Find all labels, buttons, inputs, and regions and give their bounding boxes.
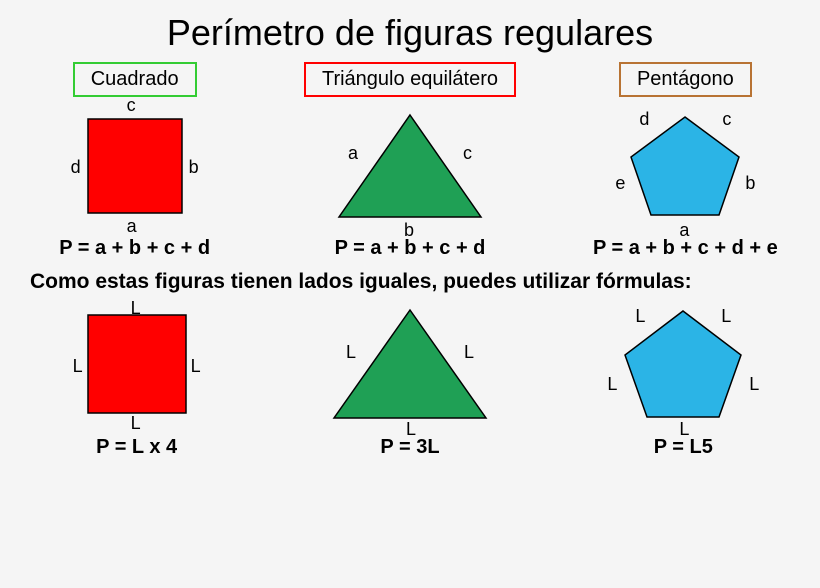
- col-pentagon: Pentágono d c b a e P = a + b + c + d + …: [585, 62, 785, 260]
- page-title: Perímetro de figuras regulares: [0, 0, 820, 62]
- label-triangulo: Triángulo equilátero: [304, 62, 516, 97]
- side-L-bottom: L: [406, 419, 416, 440]
- triangle-L-wrap: L L L: [310, 294, 510, 434]
- row-abc: Cuadrado c b a d P = a + b + c + d Trián…: [0, 62, 820, 260]
- side-d: d: [639, 109, 649, 130]
- side-L-top: L: [131, 298, 141, 319]
- col-triangle: Triángulo equilátero a c b P = a + b + c…: [304, 62, 516, 260]
- square-icon: [87, 314, 187, 414]
- side-a: a: [127, 216, 137, 237]
- triangle-icon: [330, 306, 490, 422]
- side-d: d: [71, 157, 81, 178]
- side-L-l: L: [607, 374, 617, 395]
- label-pentagono: Pentágono: [619, 62, 752, 97]
- col-pentagon-L: L L L L L P = L5: [583, 294, 783, 459]
- side-a: a: [348, 143, 358, 164]
- col-square-L: L L L L P = L x 4: [37, 294, 237, 459]
- side-L-left: L: [346, 342, 356, 363]
- side-L-right: L: [191, 356, 201, 377]
- col-triangle-L: L L L P = 3L: [310, 294, 510, 459]
- label-cuadrado: Cuadrado: [73, 62, 197, 97]
- triangle-shape-wrap: a c b: [310, 101, 510, 231]
- side-L-left: L: [73, 356, 83, 377]
- square-L-wrap: L L L L: [37, 294, 237, 434]
- explain-text: Como estas figuras tienen lados iguales,…: [0, 260, 820, 294]
- side-c: c: [722, 109, 731, 130]
- side-L-tr: L: [721, 306, 731, 327]
- side-b: b: [189, 157, 199, 178]
- formula-square-L: P = L x 4: [96, 436, 177, 459]
- square-shape-wrap: c b a d: [35, 101, 235, 231]
- pentagon-shape-wrap: d c b a e: [585, 101, 785, 231]
- side-e: e: [615, 173, 625, 194]
- side-a: a: [679, 220, 689, 241]
- row-L: L L L L P = L x 4 L L L P = 3L L L L L L: [0, 294, 820, 459]
- side-L-r: L: [749, 374, 759, 395]
- pentagon-L-wrap: L L L L L: [583, 294, 783, 434]
- formula-square-abc: P = a + b + c + d: [59, 237, 210, 260]
- side-L-tl: L: [635, 306, 645, 327]
- triangle-icon: [335, 111, 485, 221]
- side-c: c: [127, 95, 136, 116]
- side-L-bottom: L: [131, 413, 141, 434]
- square-icon: [87, 118, 183, 214]
- side-L-bottom: L: [679, 419, 689, 440]
- side-b: b: [745, 173, 755, 194]
- col-square: Cuadrado c b a d P = a + b + c + d: [35, 62, 235, 260]
- side-c: c: [463, 143, 472, 164]
- side-L-right: L: [464, 342, 474, 363]
- side-b: b: [404, 220, 414, 241]
